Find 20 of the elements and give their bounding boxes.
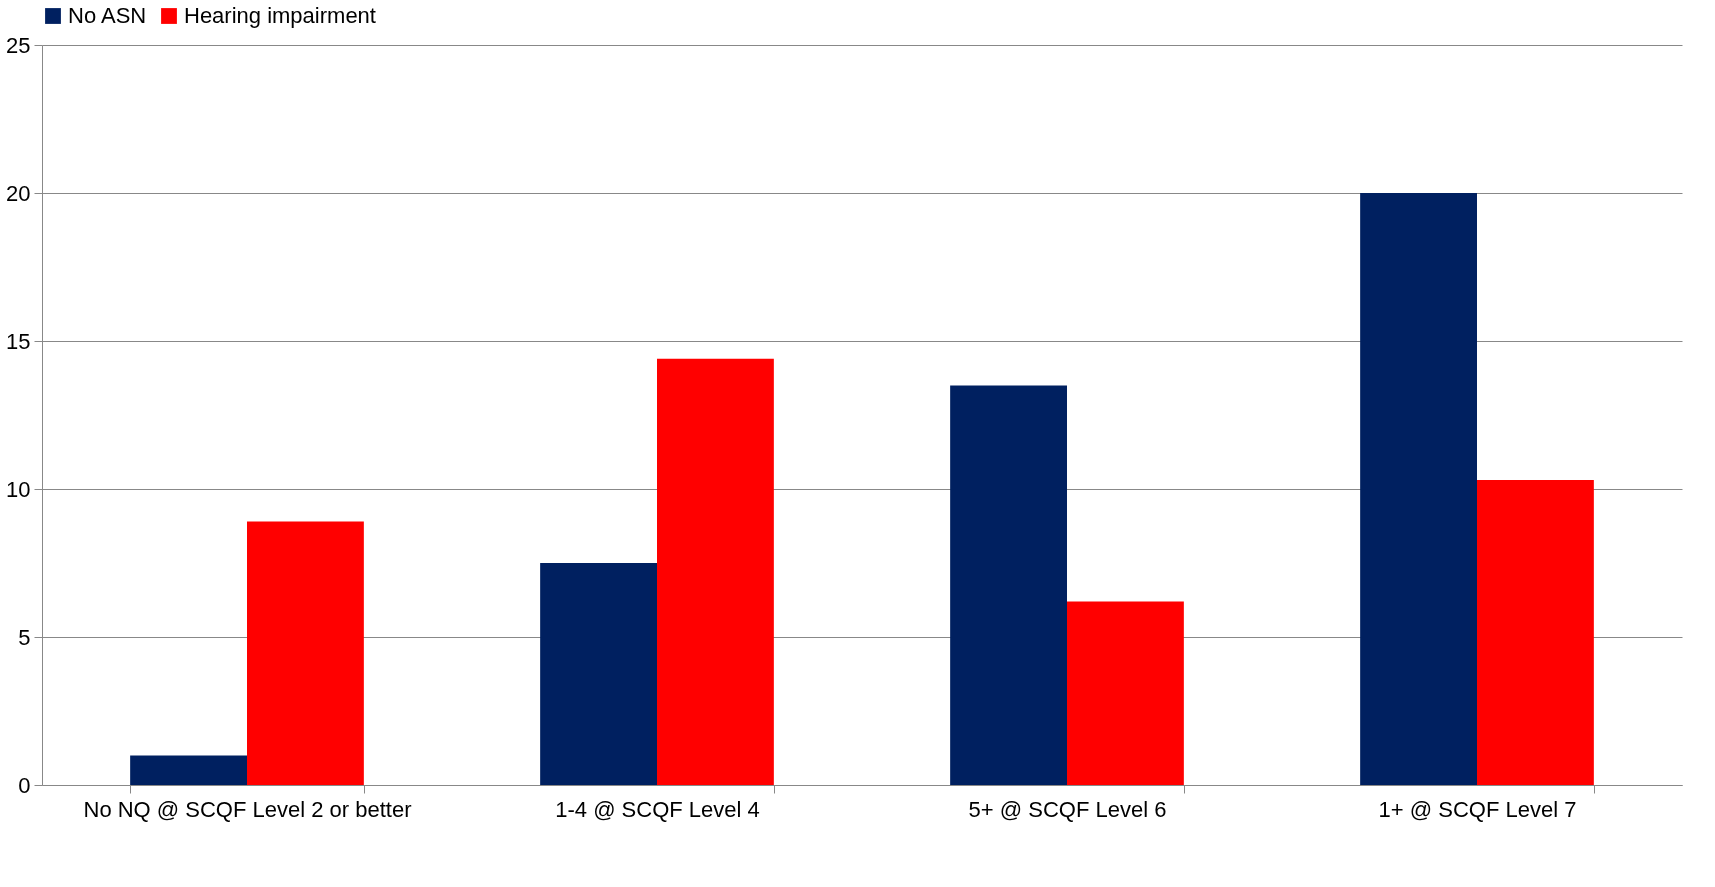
bar: [657, 358, 774, 785]
y-tick-label: 5: [18, 624, 31, 650]
bar: [1477, 480, 1594, 785]
x-tick-label: 5+ @ SCQF Level 6: [968, 796, 1167, 822]
x-tick-label: 1-4 @ SCQF Level 4: [555, 796, 760, 822]
bar: [130, 755, 247, 785]
y-tick-label: 0: [18, 772, 31, 798]
x-tick-label: No NQ @ SCQF Level 2 or better: [83, 796, 412, 822]
bar: [1067, 601, 1184, 785]
y-tick-label: 15: [6, 328, 31, 354]
legend-label: No ASN: [68, 3, 147, 28]
bar: [247, 521, 364, 785]
x-tick-label: 1+ @ SCQF Level 7: [1378, 796, 1577, 822]
legend-label: Hearing impairment: [184, 3, 376, 28]
bar: [950, 385, 1067, 785]
bar: [1360, 193, 1477, 785]
y-tick-label: 20: [6, 180, 31, 206]
y-tick-label: 10: [6, 476, 31, 502]
bar: [540, 563, 657, 785]
y-tick-label: 25: [6, 32, 31, 58]
